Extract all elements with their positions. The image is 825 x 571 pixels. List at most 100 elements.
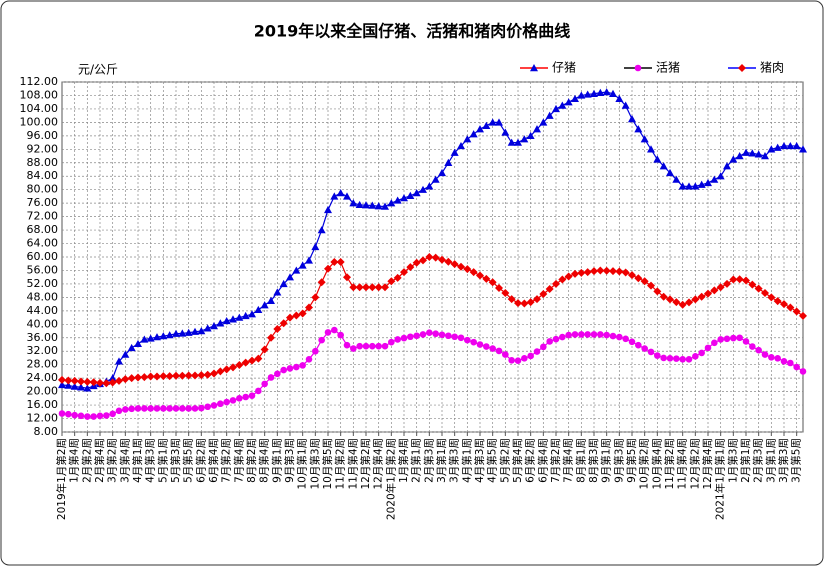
marker	[248, 392, 256, 399]
marker	[780, 141, 788, 150]
marker	[324, 264, 332, 273]
x-tick-label: 3月第1周	[764, 438, 777, 483]
marker	[248, 310, 256, 318]
marker	[710, 286, 719, 295]
marker	[502, 351, 509, 358]
marker	[102, 379, 111, 388]
marker	[260, 301, 269, 309]
marker	[742, 276, 750, 285]
y-tick-label: 100.00	[20, 115, 59, 128]
marker	[210, 402, 218, 409]
marker	[362, 201, 370, 209]
y-tick-label: 40.00	[27, 317, 59, 330]
x-tick-label: 6月第4周	[536, 438, 549, 483]
marker	[292, 266, 301, 274]
marker	[336, 189, 345, 197]
marker	[159, 332, 168, 340]
legend-label: 活猪	[656, 61, 680, 75]
marker	[507, 295, 516, 304]
marker	[191, 405, 199, 412]
marker	[792, 307, 801, 316]
marker	[444, 158, 453, 166]
marker	[666, 168, 674, 177]
marker	[457, 334, 465, 342]
marker	[539, 290, 548, 299]
x-tick-label: 11月第4周	[676, 438, 689, 490]
marker	[331, 326, 338, 334]
marker	[147, 405, 154, 412]
marker	[153, 405, 161, 412]
marker	[356, 342, 363, 350]
marker	[350, 345, 357, 352]
y-tick-label: 108.00	[20, 88, 59, 101]
x-tick-label: 3月第3周	[448, 438, 461, 483]
marker	[780, 358, 788, 365]
marker	[58, 380, 66, 389]
marker	[445, 332, 452, 340]
marker	[210, 369, 218, 378]
marker	[375, 342, 382, 350]
marker	[115, 407, 123, 415]
marker	[172, 329, 180, 337]
marker	[558, 101, 567, 109]
marker	[659, 162, 668, 170]
marker	[773, 297, 782, 306]
marker	[58, 410, 66, 417]
marker	[464, 336, 471, 344]
marker	[84, 413, 91, 420]
marker	[609, 267, 617, 276]
x-tick-label: 12月第4周	[701, 438, 714, 490]
marker	[799, 311, 807, 320]
marker	[738, 64, 746, 72]
marker	[438, 255, 446, 264]
marker	[768, 353, 775, 361]
marker	[678, 182, 687, 190]
marker	[184, 371, 193, 380]
x-tick-label: 2月第2周	[80, 438, 93, 483]
marker	[203, 324, 212, 332]
marker	[312, 347, 319, 355]
marker	[685, 298, 693, 307]
marker	[723, 162, 731, 170]
marker	[203, 370, 212, 379]
marker	[368, 201, 377, 209]
marker	[552, 335, 560, 343]
marker	[64, 381, 73, 389]
marker	[628, 271, 636, 280]
marker	[178, 371, 187, 380]
marker	[672, 298, 681, 307]
marker	[431, 253, 440, 262]
marker	[602, 266, 611, 275]
marker	[602, 88, 611, 96]
series-markers	[58, 326, 807, 420]
y-tick-label: 20.00	[27, 385, 59, 398]
y-tick-label: 44.00	[27, 304, 59, 317]
marker	[64, 376, 73, 385]
x-tick-label: 12月第2周	[688, 438, 701, 490]
marker	[286, 273, 294, 281]
marker	[438, 168, 446, 177]
marker	[564, 98, 573, 106]
marker	[571, 269, 579, 278]
y-tick-label: 12.00	[27, 412, 59, 425]
marker	[355, 200, 364, 209]
marker	[431, 175, 440, 183]
x-tick-label: 8月第4周	[258, 438, 271, 483]
marker	[590, 89, 598, 97]
marker	[419, 256, 427, 265]
marker	[717, 336, 724, 343]
marker	[255, 387, 262, 395]
y-tick-label: 104.00	[20, 102, 59, 115]
series-markers	[58, 88, 807, 392]
marker	[761, 289, 769, 298]
y-tick-label: 8.00	[34, 425, 59, 438]
marker	[571, 94, 579, 103]
marker	[419, 331, 427, 338]
marker	[127, 374, 136, 383]
marker	[387, 199, 396, 207]
marker	[387, 277, 396, 286]
marker	[355, 283, 364, 292]
marker	[425, 182, 434, 190]
marker	[634, 125, 643, 133]
x-tick-label: 2021年1月第1周	[714, 438, 727, 520]
